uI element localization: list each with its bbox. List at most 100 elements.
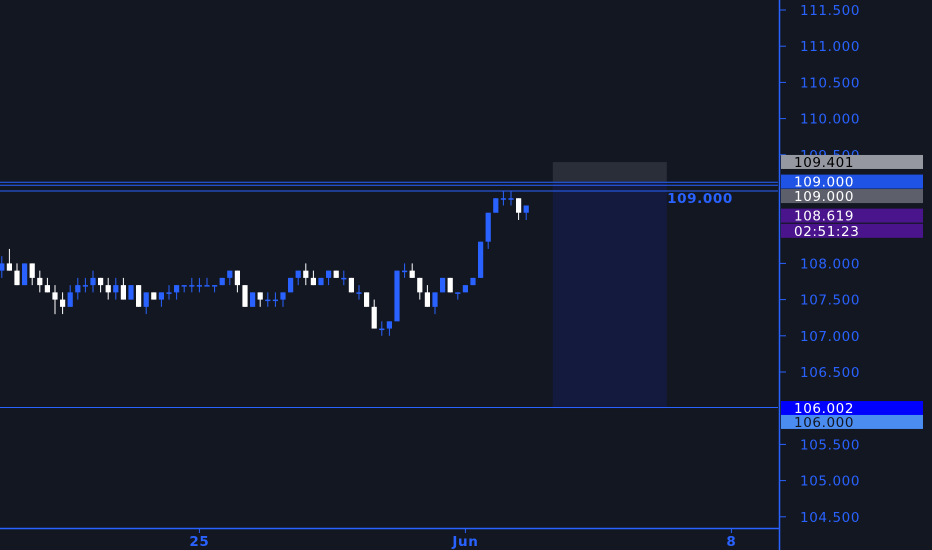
time-axis[interactable]: 25 Jun 8 [0, 527, 779, 550]
candle [44, 277, 50, 293]
candle [37, 270, 43, 293]
price-tick-label: 105.500 [800, 437, 860, 453]
price-tick-label: 111.000 [800, 39, 860, 55]
candle [105, 277, 111, 300]
candle [371, 299, 377, 329]
price-badge-label: 109.000 [794, 175, 854, 191]
candle [356, 285, 362, 300]
price-badge-label: 106.000 [794, 415, 854, 431]
zone-lower-box [552, 181, 667, 409]
price-badge-label: 108.619 [794, 209, 854, 225]
price-tick-label: 111.500 [800, 3, 860, 19]
candle [310, 270, 316, 286]
price-tick-label: 107.500 [800, 293, 860, 309]
price-badge: 106.000 [781, 414, 923, 431]
candle [280, 292, 286, 307]
candle [219, 277, 225, 286]
candle [447, 277, 453, 293]
candle [303, 263, 309, 286]
candle [120, 277, 126, 300]
candle [288, 277, 294, 293]
candle [22, 263, 28, 286]
candle [189, 277, 195, 293]
candle [364, 292, 370, 307]
candle [470, 277, 476, 286]
time-tick-label: Jun [451, 534, 478, 550]
price-tick-label: 110.500 [800, 75, 860, 91]
candle [432, 292, 438, 315]
price-tick-label: 104.500 [800, 510, 860, 526]
candle [212, 285, 218, 293]
price-badge: 109.401 [781, 154, 923, 171]
price-tick-label: 107.000 [800, 329, 860, 345]
horizontal-lines: 109.000 [0, 181, 778, 408]
price-badge-label: 106.002 [794, 401, 854, 417]
candle [500, 191, 506, 206]
candle [257, 292, 263, 307]
candle [295, 270, 301, 286]
candle [265, 292, 271, 307]
candle [402, 263, 408, 278]
candle [82, 277, 88, 293]
candle [348, 277, 354, 293]
candle [90, 270, 96, 293]
candle [242, 285, 248, 307]
candle [462, 285, 468, 293]
candle [440, 277, 446, 293]
price-tick-label: 110.000 [800, 112, 860, 128]
candle [272, 292, 278, 307]
candle [379, 321, 385, 336]
candle [174, 285, 180, 300]
candle [333, 270, 339, 278]
candle [29, 263, 35, 286]
candle [250, 292, 256, 307]
candle [394, 270, 400, 322]
candle [166, 285, 172, 300]
price-badge-label: 02:51:23 [794, 224, 859, 240]
price-tick-label: 105.000 [800, 474, 860, 490]
price-badge: 109.000 [781, 174, 923, 191]
candle [60, 292, 66, 315]
candle [508, 191, 514, 206]
candle [234, 270, 240, 293]
candle [14, 263, 20, 286]
candle [0, 256, 5, 278]
candle [227, 270, 233, 286]
candle [417, 277, 423, 300]
candle [196, 277, 202, 293]
candle [485, 212, 491, 249]
candle [455, 292, 461, 300]
price-badge: 02:51:23 [781, 223, 923, 240]
price-tick-label: 106.500 [800, 365, 860, 381]
candle [67, 285, 73, 307]
candle [136, 285, 142, 307]
candle [478, 241, 484, 278]
price-axis[interactable]: 111.500 111.000 110.500 110.000 108.000 107.5… [778, 0, 860, 550]
price-badge: 106.002 [781, 401, 923, 417]
price-badge-label: 109.401 [794, 155, 854, 171]
price-badge-label: 109.000 [794, 189, 854, 205]
candle [493, 198, 499, 213]
candles [0, 191, 529, 336]
candle [386, 321, 392, 336]
price-tick-label: 108.000 [800, 256, 860, 272]
candle [516, 198, 522, 220]
candle [326, 270, 332, 286]
candle [52, 285, 58, 315]
candle [409, 263, 415, 278]
candle [523, 205, 529, 220]
candle [151, 292, 157, 300]
candle [318, 277, 324, 286]
zone-upper-box [552, 162, 667, 182]
line-price-label: 109.000 [667, 191, 733, 207]
candle [113, 277, 119, 300]
candle [6, 248, 12, 271]
candle [424, 285, 430, 307]
candle [98, 277, 104, 293]
time-tick-label: 25 [189, 534, 209, 550]
candle [158, 292, 164, 307]
price-badge: 109.000 [781, 189, 923, 205]
candle [204, 277, 210, 287]
